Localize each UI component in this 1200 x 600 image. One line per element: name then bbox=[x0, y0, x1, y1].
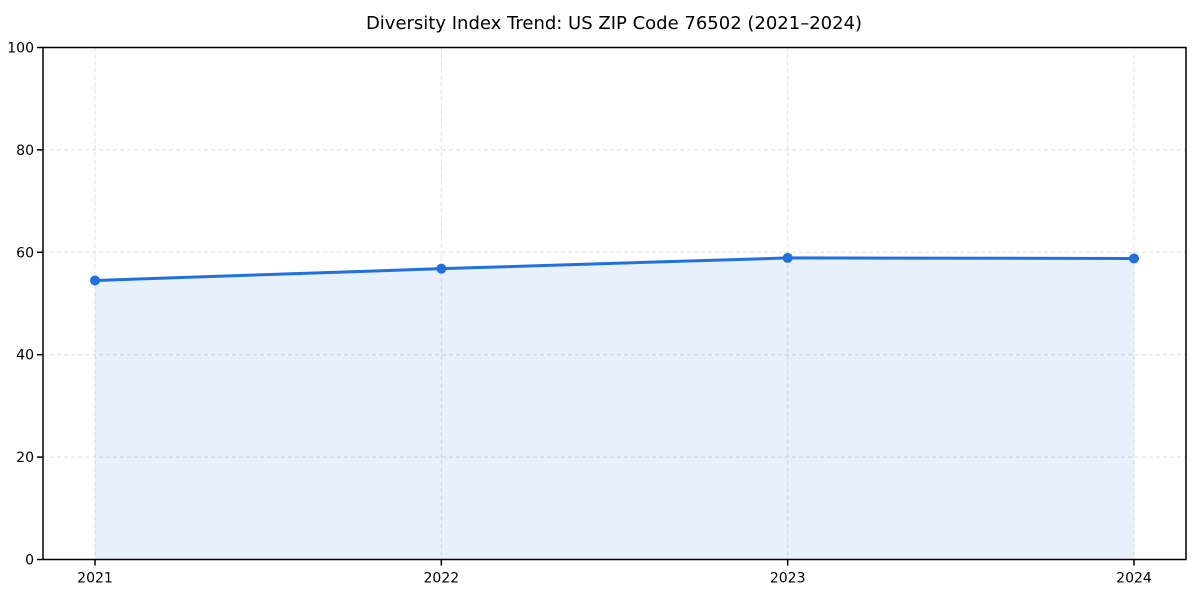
data-point-2023 bbox=[782, 252, 793, 263]
chart-title: Diversity Index Trend: US ZIP Code 76502… bbox=[366, 13, 862, 34]
data-point-2022 bbox=[436, 263, 447, 274]
data-point-2024 bbox=[1128, 253, 1139, 264]
y-axis-tick-label: 0 bbox=[25, 553, 34, 569]
x-axis-tick-label: 2022 bbox=[424, 571, 460, 587]
x-axis-tick-label: 2024 bbox=[1116, 571, 1152, 587]
area-fill bbox=[95, 257, 1134, 560]
x-axis-tick-label: 2021 bbox=[77, 571, 113, 587]
y-axis-tick-label: 80 bbox=[16, 143, 34, 159]
data-point-2021 bbox=[90, 275, 101, 286]
y-axis-tick-label: 20 bbox=[16, 450, 34, 466]
y-axis-tick-label: 100 bbox=[7, 41, 34, 57]
x-axis-tick-label: 2023 bbox=[770, 571, 806, 587]
plot-border bbox=[42, 46, 1187, 561]
y-axis-tick-label: 60 bbox=[16, 245, 34, 261]
y-axis-tick-label: 40 bbox=[16, 348, 34, 364]
trend-line bbox=[93, 256, 1136, 282]
